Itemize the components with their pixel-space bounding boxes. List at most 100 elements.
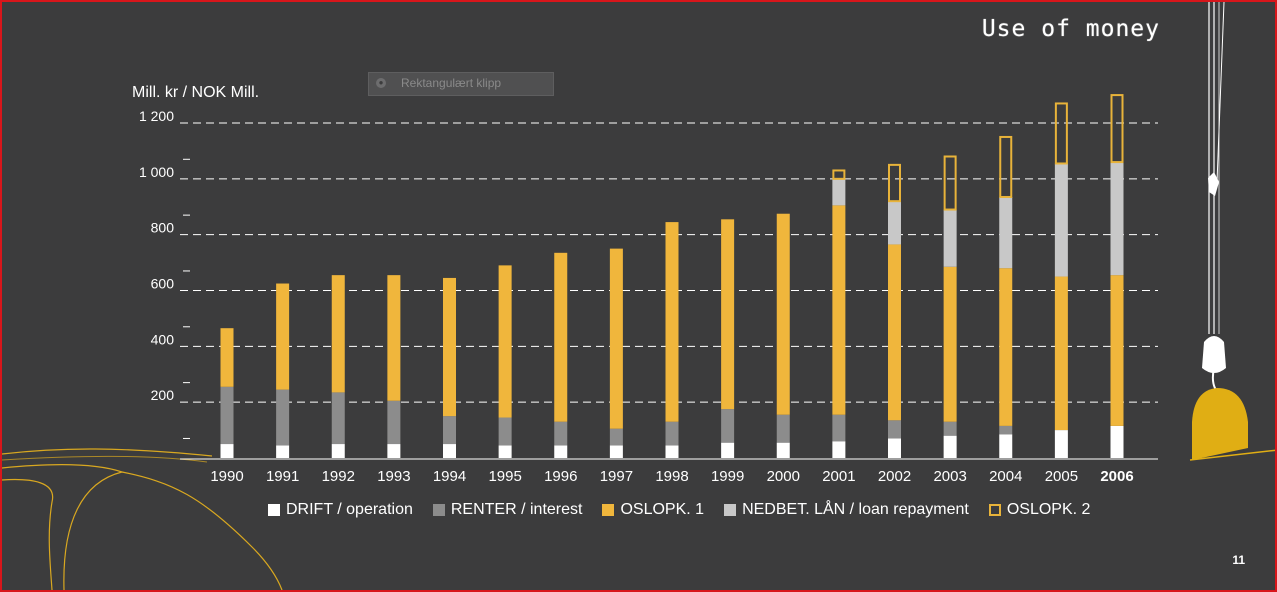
legend-swatch-drift [268, 504, 280, 516]
bar-drift-1992 [331, 444, 345, 458]
bar-renter-1992 [331, 392, 345, 445]
bar-drift-1998 [665, 445, 679, 458]
bar-oslopk1-1994 [443, 277, 456, 417]
x-axis: 1990 1991 1992 1993 1994 1995 1996 1997 1998 1999… [180, 458, 1158, 485]
bar-oslopk1-1996 [554, 252, 568, 422]
bar-drift-2003 [943, 435, 957, 458]
legend-swatch-nedbet [724, 504, 737, 516]
x-tick-label: 2001 [822, 468, 855, 485]
bar-oslopk2-2002 [888, 163, 901, 203]
bar-oslopk2-2004 [999, 135, 1013, 198]
bar-drift-2002 [888, 438, 901, 458]
bar-drift-2004 [999, 434, 1013, 458]
bar-oslopk2-2005 [1054, 102, 1068, 165]
decorative-lines [2, 448, 283, 590]
legend-label-renter: RENTER / interest [450, 501, 583, 518]
y-tick-label: 400 [151, 331, 175, 347]
bar-nedbet-2003 [943, 209, 957, 267]
x-tick-label: 1996 [544, 468, 577, 485]
bar-renter-1996 [554, 421, 568, 446]
x-tick-label: 2000 [767, 468, 800, 485]
legend-item-oslopk1: OSLOPK. 1 [602, 501, 704, 519]
bar-drift-2006 [1110, 425, 1124, 458]
bar-drift-1999 [721, 442, 735, 458]
bar-oslopk1-1995 [498, 265, 512, 418]
legend-item-drift: DRIFT / operation [268, 501, 413, 519]
x-tick-label: 1999 [711, 468, 744, 485]
bar-drift-1990 [220, 444, 234, 458]
page-number: 11 [1232, 553, 1245, 567]
bar-renter-2004 [999, 425, 1013, 435]
y-axis-label: Mill. kr / NOK Mill. [132, 84, 260, 101]
bar-renter-1991 [276, 389, 290, 446]
legend-swatch-oslopk2 [988, 504, 1001, 516]
bar-oslopk1-1998 [665, 222, 679, 422]
bar-oslopk1-1991 [276, 283, 290, 390]
legend-swatch-oslopk1 [602, 504, 615, 516]
legend-label-drift: DRIFT / operation [286, 501, 413, 518]
bars [220, 94, 1124, 458]
x-tick-label: 2006 [1100, 468, 1133, 485]
bar-oslopk1-2003 [943, 266, 957, 422]
legend-label-nedbet: NEDBET. LÅN / loan repayment [742, 501, 969, 518]
x-tick-label: 1993 [377, 468, 410, 485]
bar-renter-2003 [943, 421, 957, 436]
x-tick-label: 2004 [989, 468, 1022, 485]
snip-icon: ● [376, 78, 386, 88]
bar-drift-1991 [276, 445, 290, 458]
bar-oslopk1-1997 [609, 248, 623, 429]
y-tick-label: 600 [151, 276, 175, 292]
snip-tooltip-label: Rektangulært klipp [401, 76, 502, 90]
bar-oslopk2-2001 [832, 169, 846, 180]
bar-drift-1997 [609, 445, 623, 458]
bar-renter-2001 [832, 414, 846, 442]
bar-nedbet-2005 [1054, 163, 1068, 277]
legend-label-oslopk1: OSLOPK. 1 [620, 501, 705, 518]
bar-oslopk1-2006 [1110, 275, 1124, 426]
x-tick-label: 1991 [266, 468, 299, 485]
bar-renter-1998 [665, 421, 679, 446]
x-tick-label: 1994 [433, 468, 466, 485]
bar-nedbet-2006 [1110, 162, 1124, 276]
bar-renter-1997 [609, 428, 623, 446]
bar-drift-1994 [443, 444, 456, 458]
legend-item-nedbet: NEDBET. LÅN / loan repayment [724, 501, 969, 519]
crane-hook-illustration [1189, 2, 1275, 461]
x-tick-label: 2005 [1045, 468, 1078, 485]
legend-item-oslopk2: OSLOPK. 2 [988, 501, 1091, 519]
legend-item-renter: RENTER / interest [432, 501, 583, 519]
y-tick-label: 1 200 [139, 108, 174, 124]
legend-label-oslopk2: OSLOPK. 2 [1006, 501, 1091, 518]
bar-oslopk1-2004 [999, 268, 1013, 426]
bar-drift-2001 [832, 441, 846, 458]
x-tick-label: 1990 [210, 468, 243, 485]
bar-renter-1995 [498, 417, 512, 446]
y-tick-label: 800 [151, 220, 175, 236]
bar-renter-1999 [721, 409, 735, 443]
bar-renter-2000 [776, 414, 790, 443]
bar-nedbet-2001 [832, 178, 846, 206]
bar-oslopk1-1999 [721, 219, 735, 410]
bar-oslopk2-2006 [1110, 94, 1124, 164]
snip-tooltip: ● Rektangulært klipp [368, 72, 554, 96]
bar-oslopk1-2005 [1054, 276, 1068, 431]
bar-renter-2002 [888, 420, 901, 439]
x-tick-label: 1997 [600, 468, 633, 485]
y-tick-label: 1 000 [139, 164, 174, 180]
bar-oslopk1-1990 [220, 328, 234, 387]
bar-drift-1995 [498, 445, 512, 458]
x-tick-label: 2003 [933, 468, 966, 485]
bar-nedbet-2004 [999, 196, 1013, 269]
x-tick-label: 1995 [488, 468, 521, 485]
bar-oslopk1-1992 [331, 275, 345, 393]
y-tick-label: 200 [151, 387, 175, 403]
bar-oslopk1-2002 [888, 244, 901, 421]
x-tick-label: 1992 [322, 468, 355, 485]
bar-renter-1994 [443, 416, 456, 445]
legend: DRIFT / operation RENTER / interest OSLO… [268, 499, 1090, 521]
slide-title: Use of money [981, 16, 1160, 42]
bar-oslopk1-1993 [387, 275, 401, 401]
bar-drift-1993 [387, 444, 401, 458]
